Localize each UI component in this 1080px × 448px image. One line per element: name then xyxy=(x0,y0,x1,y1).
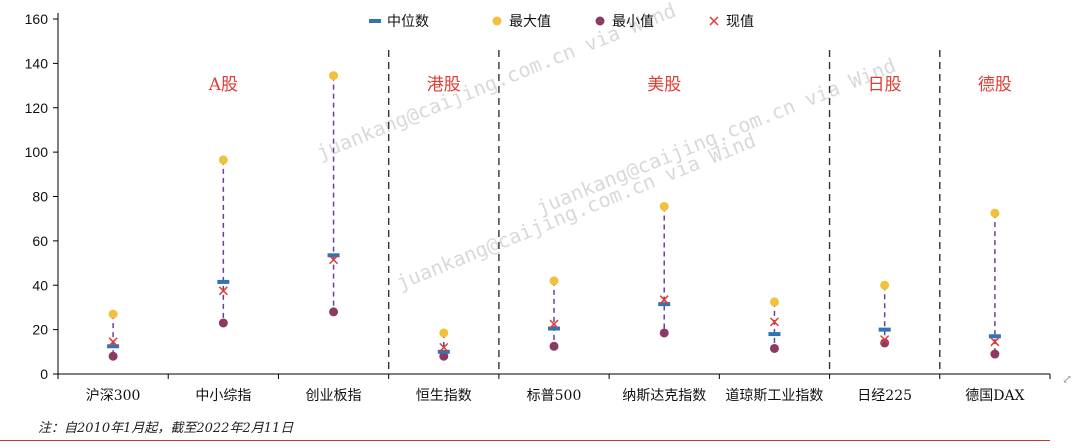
current-x-stroke xyxy=(329,255,339,265)
axes: 0 20 40 60 80 100 120 140 160 沪深300 中小综指 创业板指 恒生指数 标普… xyxy=(25,11,1051,404)
current-x-stroke xyxy=(549,319,559,329)
chart: juankang@caijing.com.cn via Windjuankang… xyxy=(25,0,1051,404)
current-point xyxy=(108,337,118,347)
max-point xyxy=(549,276,559,286)
legend-label: 最大值 xyxy=(509,14,551,30)
median-mark xyxy=(548,326,560,331)
x-tick-label: 德国DAX xyxy=(965,388,1024,404)
min-point xyxy=(218,318,228,328)
group-label: 德股 xyxy=(978,75,1012,95)
x-tick-label: 道琼斯工业指数 xyxy=(725,388,823,404)
current-point xyxy=(769,317,779,327)
legend-swatch xyxy=(369,19,381,23)
x-tick-label: 标普500 xyxy=(527,388,582,404)
footnote: 注：自2010年1月起，截至2022年2月11日 xyxy=(38,421,294,436)
legend-label: 最小值 xyxy=(612,14,654,30)
median-mark xyxy=(988,334,1001,339)
current-x-stroke xyxy=(218,286,228,296)
group-separators xyxy=(387,50,941,374)
median-mark xyxy=(107,344,120,349)
legend-item: 最小值 xyxy=(595,14,654,30)
current-x-stroke xyxy=(439,342,449,352)
group-labels: A股 港股 美股 日股 德股 xyxy=(208,75,1012,95)
legend-swatch xyxy=(595,16,605,26)
median-mark xyxy=(878,327,891,332)
min-point xyxy=(549,341,559,351)
y-tick-label: 100 xyxy=(25,144,49,160)
min-point xyxy=(769,343,779,353)
min-point xyxy=(990,349,1000,359)
current-point xyxy=(439,342,449,352)
max-point xyxy=(218,155,228,165)
group-label: 港股 xyxy=(427,75,461,95)
current-x-stroke xyxy=(108,337,118,347)
max-point xyxy=(880,280,890,290)
median-mark xyxy=(768,332,781,337)
legend-label: 现值 xyxy=(726,14,754,30)
current-point xyxy=(218,286,228,296)
current-x-stroke xyxy=(880,335,890,345)
min-point xyxy=(108,351,118,361)
group-label: 美股 xyxy=(647,75,681,95)
median-mark xyxy=(217,279,230,284)
y-tick-label: 60 xyxy=(32,233,48,249)
y-tick-label: 160 xyxy=(25,11,49,27)
max-point xyxy=(659,201,669,211)
current-x-stroke xyxy=(990,337,1000,347)
max-point xyxy=(108,309,118,319)
min-point xyxy=(880,338,890,348)
max-point xyxy=(769,297,779,307)
legend-item: 最大值 xyxy=(492,14,551,30)
y-tick-label: 80 xyxy=(32,189,48,205)
watermark-text: juankang@caijing.com.cn via Wind xyxy=(393,128,759,295)
legend-label: 中位数 xyxy=(387,14,429,30)
median-mark xyxy=(437,349,450,354)
footnote-rule xyxy=(0,440,1050,441)
current-point xyxy=(990,337,1000,347)
x-tick-label: 中小综指 xyxy=(195,388,251,404)
group-label: 日股 xyxy=(868,75,902,95)
current-point xyxy=(329,255,339,265)
max-point xyxy=(439,328,449,338)
current-point xyxy=(659,295,669,305)
y-tick-label: 40 xyxy=(32,277,48,293)
min-point xyxy=(659,328,669,338)
legend-swatch xyxy=(709,16,719,26)
current-x-stroke xyxy=(769,317,779,327)
legend-item: 中位数 xyxy=(369,14,429,30)
x-tick-label: 沪深300 xyxy=(86,388,141,404)
current-point xyxy=(549,319,559,329)
max-point xyxy=(329,71,339,81)
x-tick-label: 纳斯达克指数 xyxy=(622,388,706,404)
median-mark xyxy=(327,253,340,258)
expand-icon[interactable]: ⤢ xyxy=(1061,372,1072,386)
watermark: juankang@caijing.com.cn via Windjuankang… xyxy=(313,0,899,295)
group-label: A股 xyxy=(208,75,238,95)
legend-item: 现值 xyxy=(709,14,754,30)
y-tick-label: 120 xyxy=(25,100,49,116)
legend: 中位数 最大值 最小值 现值 xyxy=(369,14,754,30)
median-mark xyxy=(658,302,671,307)
x-tick-label: 日经225 xyxy=(857,388,912,404)
data-marks xyxy=(107,71,1001,361)
y-tick-label: 140 xyxy=(25,55,49,71)
min-point xyxy=(329,307,339,317)
range-lines xyxy=(112,75,996,357)
legend-swatch xyxy=(492,16,502,26)
current-x-stroke xyxy=(659,295,669,305)
y-tick-label: 20 xyxy=(32,322,48,338)
x-tick-label: 创业板指 xyxy=(306,388,362,404)
min-point xyxy=(439,351,449,361)
max-point xyxy=(990,208,1000,218)
x-tick-label: 恒生指数 xyxy=(416,388,472,404)
y-tick-label: 0 xyxy=(40,366,48,382)
current-point xyxy=(880,335,890,345)
